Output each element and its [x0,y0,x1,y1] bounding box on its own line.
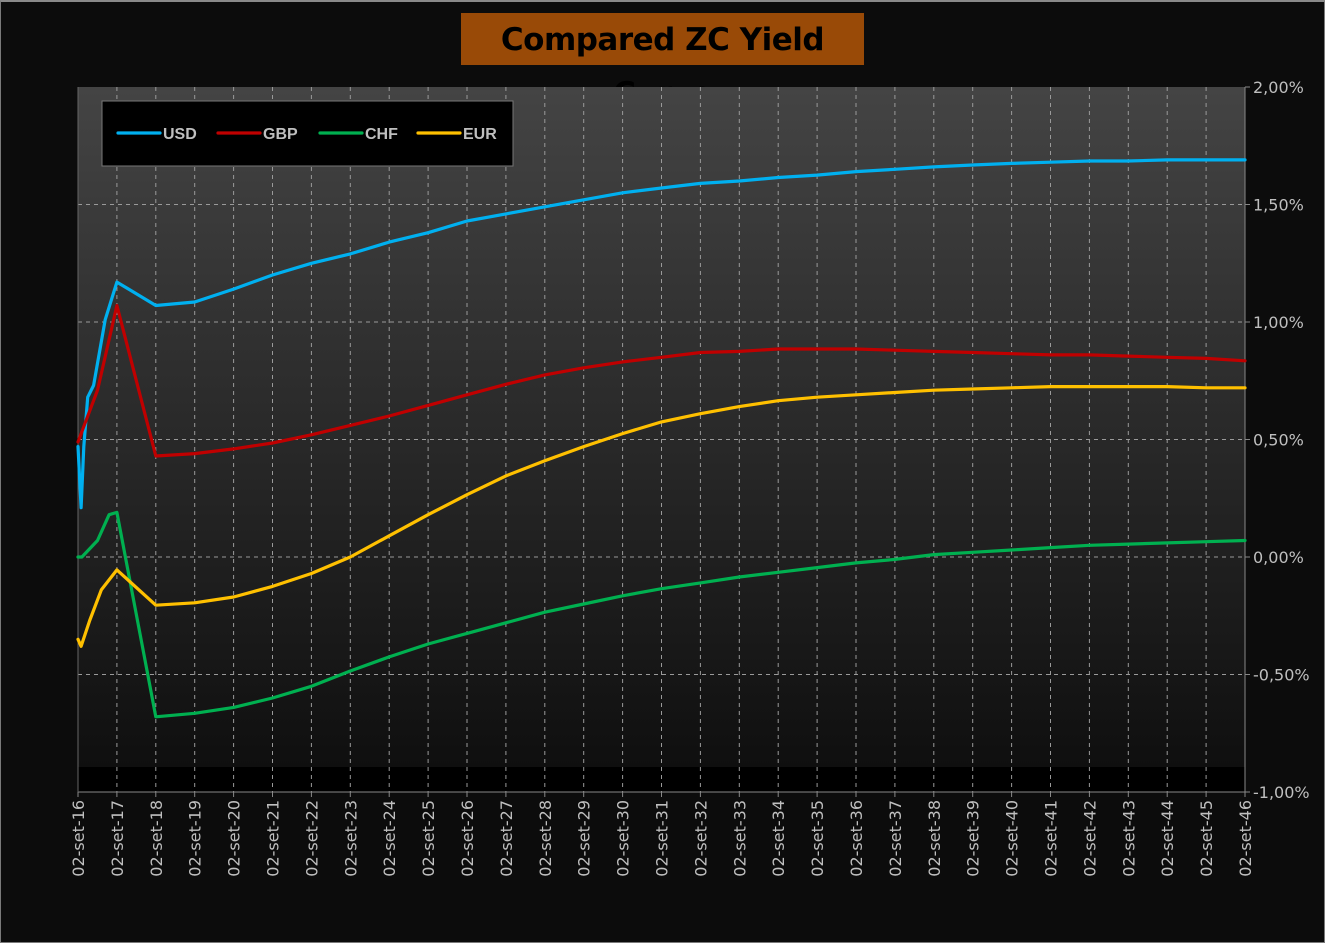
x-tick-label: 02-set-28 [536,800,555,877]
x-tick-label: 02-set-38 [925,800,944,877]
x-tick-label: 02-set-25 [419,800,438,877]
x-tick-label: 02-set-26 [458,800,477,877]
x-tick-label: 02-set-35 [808,800,827,877]
y-tick-label: 1,00% [1253,313,1304,332]
x-tick-label: 02-set-41 [1042,800,1061,877]
y-tick-label: 1,50% [1253,196,1304,215]
x-tick-label: 02-set-18 [147,800,166,877]
series-line-usd [76,158,1247,510]
x-tick-label: 02-set-20 [225,800,244,877]
x-tick-label: 02-set-24 [380,800,399,877]
x-tick-label: 02-set-30 [614,800,633,877]
x-tick-label: 02-set-33 [730,800,749,877]
x-tick-label: 02-set-34 [769,800,788,877]
x-tick-label: 02-set-40 [1003,800,1022,877]
x-tick-label: 02-set-16 [69,800,88,877]
x-tick-label: 02-set-42 [1080,800,1099,877]
x-tick-label: 02-set-44 [1158,800,1177,877]
y-tick-label: 0,50% [1253,431,1304,450]
series-line-eur [76,385,1247,648]
y-tick-label: 0,00% [1253,548,1304,567]
x-tick-label: 02-set-29 [575,800,594,877]
x-tick-label: 02-set-46 [1236,800,1255,877]
x-tick-label: 02-set-45 [1197,800,1216,877]
legend-label-usd: USD [163,126,197,143]
x-tick-label: 02-set-36 [847,800,866,877]
x-tick-label: 02-set-31 [653,800,672,877]
x-tick-label: 02-set-32 [691,800,710,877]
x-tick-label: 02-set-39 [964,800,983,877]
plot-area-bottom-band [78,767,1245,792]
legend-label-gbp: GBP [263,126,298,143]
y-tick-label: -0,50% [1253,666,1310,685]
x-tick-label: 02-set-17 [108,800,127,877]
x-tick-label: 02-set-19 [186,800,205,877]
x-tick-label: 02-set-21 [264,800,283,877]
legend-label-chf: CHF [365,126,398,143]
x-tick-label: 02-set-22 [302,800,321,877]
x-tick-label: 02-set-43 [1119,800,1138,877]
y-tick-label: -1,00% [1253,783,1310,802]
x-tick-label: 02-set-27 [497,800,516,877]
series-line-gbp [76,303,1247,458]
series-line-chf [76,510,1247,719]
legend-label-eur: EUR [463,126,497,143]
x-tick-label: 02-set-37 [886,800,905,877]
y-tick-label: 2,00% [1253,78,1304,97]
x-tick-label: 02-set-23 [341,800,360,877]
